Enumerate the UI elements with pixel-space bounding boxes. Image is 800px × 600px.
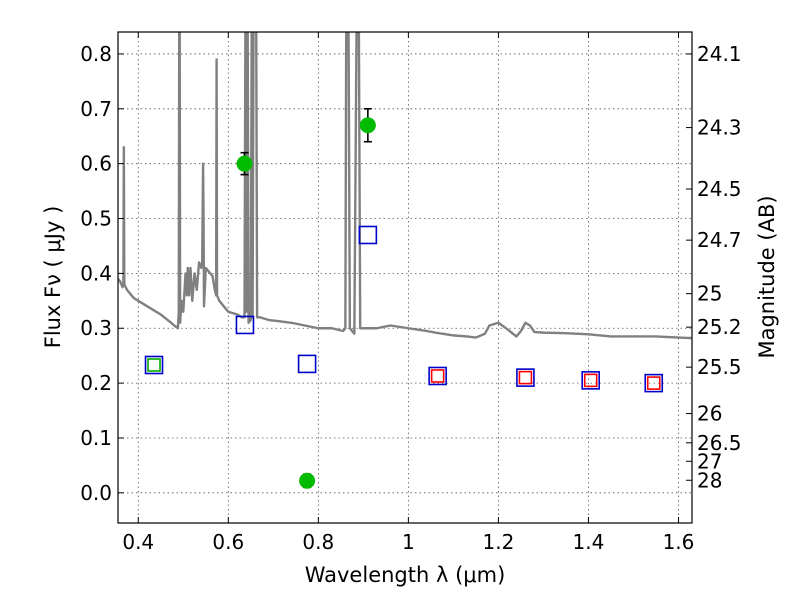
y-tick-label: 0.0 [80, 481, 112, 505]
y-tick-label: 0.7 [80, 97, 112, 121]
model-spectrum-line [118, 32, 692, 340]
y2-tick-label: 24.1 [697, 42, 742, 66]
model-flux-square [583, 373, 598, 388]
model-flux-square [235, 315, 255, 335]
x-tick-label: 1.6 [663, 530, 695, 554]
y2-tick-label: 25.2 [697, 315, 742, 339]
y-tick-label: 0.8 [80, 42, 112, 66]
y-axis-label: Flux Fν ( μJy ) [41, 206, 65, 349]
model-flux-square [644, 373, 664, 393]
y-tick-label: 0.6 [80, 152, 112, 176]
y2-tick-label: 26 [697, 402, 722, 426]
y2-tick-label: 25.5 [697, 355, 742, 379]
y2-tick-label: 24.3 [697, 116, 742, 140]
model-flux-square [516, 368, 535, 387]
y2-tick-label: 24.7 [697, 228, 742, 252]
y-tick-label: 0.4 [80, 261, 112, 285]
secondary-y-axis-label: Magnitude (AB) [755, 195, 779, 358]
observed-flux-point [299, 472, 316, 489]
y2-tick-label: 28 [697, 468, 722, 492]
y2-tick-label: 27 [697, 449, 722, 473]
model-flux-square [646, 376, 661, 390]
x-tick-label: 0.6 [212, 530, 244, 554]
x-tick-label: 1.4 [573, 530, 605, 554]
x-tick-label: 1 [402, 530, 415, 554]
observed-flux-point [236, 155, 253, 172]
model-flux-square [428, 366, 447, 386]
y-tick-label: 0.2 [80, 371, 112, 395]
model-flux-square [147, 358, 161, 372]
x-axis-label: Wavelength λ (μm) [305, 563, 506, 587]
model-flux-square [358, 225, 378, 245]
model-flux-square [297, 354, 317, 374]
model-flux-square [430, 369, 445, 383]
y-tick-label: 0.1 [80, 426, 112, 450]
model-flux-square [518, 370, 533, 385]
y-tick-label: 0.5 [80, 207, 112, 231]
y2-tick-label: 26.5 [697, 431, 742, 455]
model-flux-square [144, 355, 164, 375]
plot-frame [117, 31, 693, 524]
x-tick-label: 0.8 [302, 530, 334, 554]
tick-layer: 0.4 0.6 0.8 1 1.2 1.4 1.6 0.0 0.1 0.2 0.3 0.4 0.5 0.6… [80, 32, 742, 554]
x-tick-label: 1.2 [483, 530, 515, 554]
y-tick-label: 0.3 [80, 316, 112, 340]
plot-layer [118, 32, 692, 489]
observed-flux-point [359, 117, 376, 134]
y2-tick-label: 25 [697, 282, 722, 306]
x-tick-label: 0.4 [122, 530, 154, 554]
y2-tick-label: 24.5 [697, 177, 742, 201]
model-flux-square [581, 371, 601, 390]
